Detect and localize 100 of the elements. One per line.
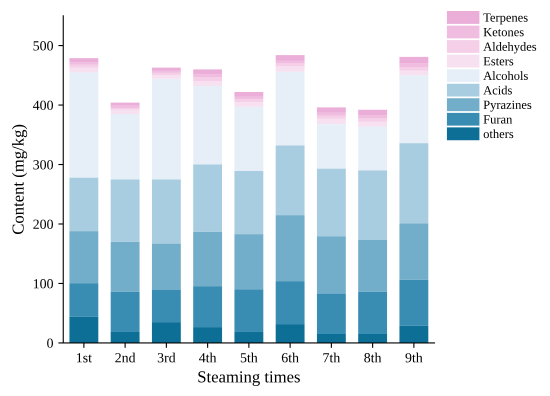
bar [276, 55, 305, 60]
x-tick-label: 3rd [158, 352, 176, 362]
bar [110, 292, 140, 332]
x-tick-label: 9th [405, 352, 423, 362]
x-tick-label: 7th [323, 352, 340, 362]
bar [193, 69, 222, 74]
bar [152, 322, 181, 343]
bar [399, 280, 428, 326]
x-tick-label: 8th [364, 352, 382, 362]
y-tick-label: 300 [33, 160, 53, 170]
bar [316, 124, 346, 169]
bar [276, 72, 305, 146]
legend-label: Acids [483, 86, 512, 94]
bar [399, 63, 428, 67]
bar [399, 66, 428, 71]
bar [234, 96, 264, 100]
bar [69, 231, 98, 284]
bar [276, 281, 305, 324]
legend-label: Aldehydes [483, 42, 536, 54]
bar [358, 292, 388, 334]
bar [316, 236, 346, 294]
legend-label: Furan [484, 115, 512, 124]
bar [399, 143, 428, 224]
legend-label: Alcohols [483, 71, 528, 80]
bar [358, 115, 388, 118]
bar [358, 122, 388, 126]
bar [152, 68, 181, 71]
bar [276, 60, 305, 64]
bar [399, 223, 428, 280]
bar [358, 240, 388, 292]
bar [234, 92, 264, 97]
bar [276, 145, 305, 216]
bar [69, 316, 98, 343]
bar [69, 62, 98, 65]
bar [399, 326, 428, 343]
bar [193, 286, 222, 328]
bar [358, 170, 388, 240]
bar [152, 179, 181, 244]
x-tick-label: 6th [282, 352, 299, 362]
bar [234, 234, 264, 290]
bar [69, 178, 98, 232]
bar [69, 64, 98, 68]
legend-label: Ketones [484, 28, 524, 36]
bar [399, 70, 428, 76]
bar [152, 290, 181, 322]
bar [69, 68, 98, 72]
legend-label: Esters [484, 57, 514, 66]
y-axis-title: Content (mg/kg) [12, 124, 28, 234]
bar [399, 56, 428, 64]
bar [358, 126, 388, 170]
bar [234, 171, 264, 234]
bar [152, 75, 181, 79]
bar [316, 107, 346, 113]
bar [234, 106, 264, 172]
bar [110, 179, 140, 242]
x-tick-label: 1st [76, 353, 92, 362]
bar [276, 215, 305, 282]
bar [110, 106, 140, 108]
bar [110, 242, 140, 292]
bar [316, 294, 346, 334]
y-tick-label: 500 [34, 41, 53, 51]
bar [193, 77, 222, 82]
bar [316, 334, 346, 343]
bar [193, 74, 222, 78]
bar [234, 289, 264, 332]
bar [69, 72, 98, 178]
x-axis-title: Steaming times [198, 371, 300, 386]
y-tick-label: 100 [34, 279, 53, 288]
x-tick-label: 5th [240, 352, 258, 362]
bar [358, 110, 388, 116]
bar [358, 118, 388, 122]
x-tick-label: 4th [199, 352, 216, 362]
bar [316, 118, 346, 124]
bar [110, 332, 140, 343]
bar [399, 75, 428, 144]
legend-label: others [484, 129, 514, 138]
bar [152, 244, 181, 290]
bar [110, 114, 140, 180]
bar [69, 283, 98, 317]
bar [276, 63, 305, 66]
bar [234, 102, 264, 107]
legend-label: Terpenes [483, 13, 528, 24]
bar [234, 99, 264, 102]
bar [110, 110, 140, 114]
bar [193, 327, 222, 343]
bar [193, 86, 222, 165]
y-tick-label: 200 [33, 220, 53, 229]
bar [193, 164, 222, 232]
bar [316, 168, 346, 236]
bar [234, 332, 264, 343]
y-tick-label: 0 [47, 338, 53, 348]
legend-label: Pyrazines [484, 100, 532, 112]
bar [193, 232, 222, 286]
bar [110, 102, 140, 106]
bar [316, 112, 346, 116]
bar [152, 78, 181, 180]
bar [276, 66, 305, 72]
bar [193, 81, 222, 86]
bar [276, 324, 305, 343]
x-tick-label: 2nd [115, 352, 136, 362]
